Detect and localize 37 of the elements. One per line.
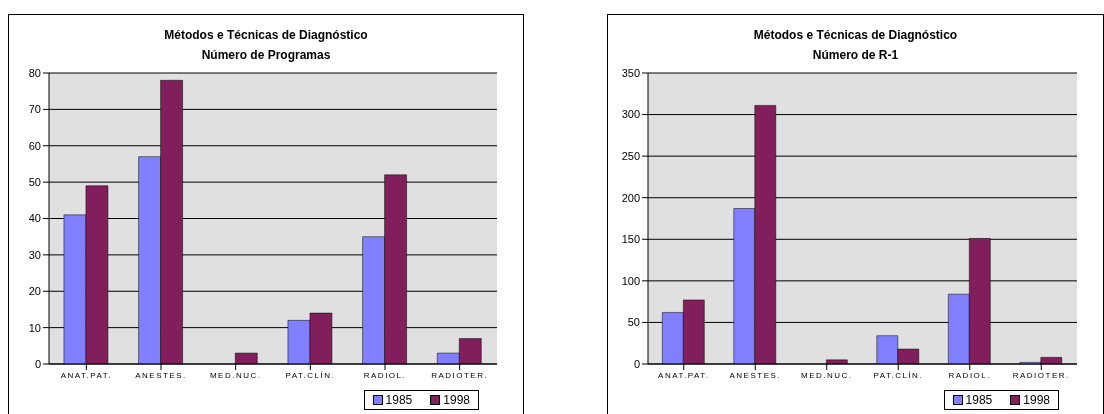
y-tick-label: 0 [633, 357, 640, 370]
y-tick-label: 200 [621, 191, 640, 204]
y-tick-label: 80 [28, 66, 41, 79]
legend-label: 1998 [442, 393, 470, 407]
legend-label: 1985 [384, 393, 413, 407]
x-tick-label: ANESTES. [135, 370, 187, 380]
chart-subtitle: Número de Programas [200, 47, 332, 64]
x-tick-label: PAT.CLÍN. [873, 370, 924, 380]
y-tick-label: 40 [28, 212, 41, 225]
y-tick-label: 300 [621, 108, 640, 121]
y-tick-label: 150 [621, 233, 640, 246]
x-tick-label: MED.NUC. [209, 370, 262, 380]
chart-title: Métodos e Técnicas de Diagnóstico [752, 27, 959, 44]
legend-label: 1998 [1022, 393, 1050, 407]
y-tick-label: 50 [627, 316, 640, 329]
x-tick-label: MED.NUC. [800, 370, 853, 380]
chart-subtitle: Número de R-1 [811, 47, 900, 64]
y-tick-label: 70 [28, 103, 41, 116]
y-tick-label: 0 [34, 357, 41, 370]
x-tick-label: RADIOTER. [1012, 370, 1070, 380]
x-tick-label: RADIOTER. [431, 370, 489, 380]
y-tick-label: 350 [621, 66, 640, 79]
x-tick-label: RADIOL. [948, 370, 992, 380]
x-tick-label: PAT.CLÍN. [285, 370, 336, 380]
x-tick-label: ANAT.PAT. [658, 370, 710, 380]
y-tick-label: 100 [621, 274, 640, 287]
y-tick-label: 60 [28, 139, 41, 152]
y-tick-label: 250 [621, 150, 640, 163]
x-tick-label: ANAT.PAT. [60, 370, 112, 380]
y-tick-label: 10 [28, 321, 41, 334]
legend-label: 1985 [964, 393, 993, 407]
y-tick-label: 20 [28, 285, 41, 298]
x-tick-label: ANESTES. [729, 370, 782, 380]
y-tick-label: 30 [28, 248, 41, 261]
y-tick-label: 50 [28, 176, 41, 189]
chart-title: Métodos e Técnicas de Diagnóstico [163, 27, 369, 44]
x-tick-label: RADIOL. [363, 370, 407, 380]
